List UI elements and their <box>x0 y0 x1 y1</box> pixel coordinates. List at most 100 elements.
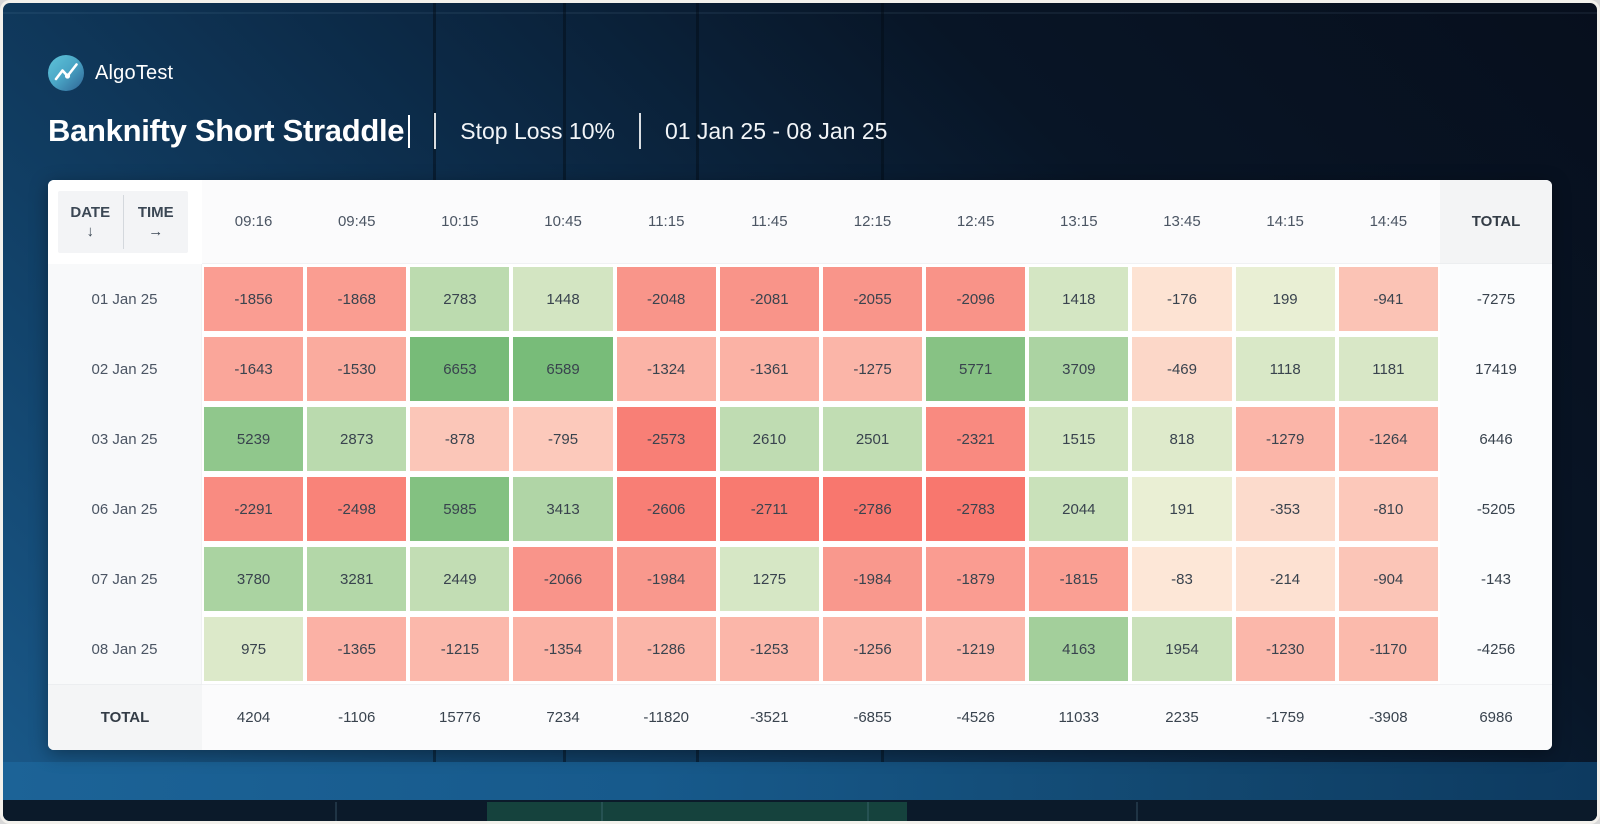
pnl-cell[interactable]: -469 <box>1130 334 1234 404</box>
pnl-cell[interactable]: -1530 <box>305 334 409 404</box>
pnl-cell[interactable]: -1170 <box>1336 614 1440 684</box>
time-column-header: 14:15 <box>1233 180 1337 264</box>
pnl-cell[interactable]: -810 <box>1336 474 1440 544</box>
pnl-cell[interactable]: -2786 <box>820 474 925 544</box>
time-column-header: 12:15 <box>820 180 925 264</box>
pnl-cell[interactable]: -2291 <box>202 474 306 544</box>
pnl-cell[interactable]: -2573 <box>614 404 718 474</box>
time-arrow-icon: → <box>148 223 164 240</box>
pnl-cell[interactable]: -1219 <box>924 614 1028 684</box>
time-column-header: 09:16 <box>202 180 306 264</box>
pnl-cell[interactable]: -1253 <box>717 614 821 684</box>
pnl-cell[interactable]: 1954 <box>1130 614 1234 684</box>
table-row: 03 Jan 25 5239 2873 -878 -795 -2573 2610 2501 -2… <box>48 404 1552 474</box>
pnl-cell[interactable]: 3780 <box>202 544 306 614</box>
algotest-logo: AlgoTest <box>48 55 173 91</box>
pnl-cell[interactable]: 2044 <box>1027 474 1131 544</box>
column-total-cell: -3908 <box>1336 684 1440 750</box>
pnl-cell[interactable]: -1275 <box>820 334 925 404</box>
stop-loss-label: Stop Loss 10% <box>460 117 615 144</box>
time-column-header: 10:15 <box>408 180 512 264</box>
pnl-cell[interactable]: -2606 <box>614 474 718 544</box>
pnl-cell[interactable]: 1448 <box>511 264 615 334</box>
date-row-label: 06 Jan 25 <box>48 474 202 544</box>
pnl-cell[interactable]: -1361 <box>717 334 821 404</box>
pnl-cell[interactable]: 6653 <box>408 334 512 404</box>
pnl-cell[interactable]: -2096 <box>924 264 1028 334</box>
pnl-cell[interactable]: -1215 <box>408 614 512 684</box>
pnl-cell[interactable]: -353 <box>1233 474 1337 544</box>
column-total-cell: 2235 <box>1130 684 1234 750</box>
pnl-cell[interactable]: -2783 <box>924 474 1028 544</box>
pnl-cell[interactable]: -1984 <box>820 544 925 614</box>
pnl-cell[interactable]: 3709 <box>1027 334 1131 404</box>
pnl-cell[interactable]: -2498 <box>305 474 409 544</box>
pnl-cell[interactable]: -1643 <box>202 334 306 404</box>
time-label: TIME <box>137 204 174 221</box>
date-range-label: 01 Jan 25 - 08 Jan 25 <box>664 117 888 144</box>
row-total-cell: 6446 <box>1440 404 1552 474</box>
pnl-cell[interactable]: -176 <box>1130 264 1234 334</box>
pnl-cell[interactable]: 4163 <box>1027 614 1131 684</box>
grand-total-cell: 6986 <box>1440 684 1552 750</box>
pnl-cell[interactable]: 975 <box>202 614 306 684</box>
pnl-cell[interactable]: -1324 <box>614 334 718 404</box>
divider <box>434 113 437 149</box>
pnl-cell[interactable]: -2321 <box>924 404 1028 474</box>
corner-divider <box>122 195 124 249</box>
pnl-cell[interactable]: 2610 <box>717 404 821 474</box>
pnl-cell[interactable]: 818 <box>1130 404 1234 474</box>
pnl-cell[interactable]: -1856 <box>202 264 306 334</box>
pnl-cell[interactable]: 2449 <box>408 544 512 614</box>
pnl-cell[interactable]: -2711 <box>717 474 821 544</box>
pnl-cell[interactable]: -83 <box>1130 544 1234 614</box>
pnl-cell[interactable]: 2501 <box>820 404 925 474</box>
pnl-cell[interactable]: -878 <box>408 404 512 474</box>
pnl-cell[interactable]: -1815 <box>1027 544 1131 614</box>
row-total-cell: -5205 <box>1440 474 1552 544</box>
pnl-cell[interactable]: -214 <box>1233 544 1337 614</box>
date-row-label: 08 Jan 25 <box>48 614 202 684</box>
date-row-label: 07 Jan 25 <box>48 544 202 614</box>
pnl-cell[interactable]: 1118 <box>1233 334 1337 404</box>
pnl-cell[interactable]: -1984 <box>614 544 718 614</box>
table-row: 08 Jan 25 975 -1365 -1215 -1354 -1286 -1253 -12… <box>48 614 1552 684</box>
pnl-cell[interactable]: 1275 <box>717 544 821 614</box>
pnl-cell[interactable]: 5985 <box>408 474 512 544</box>
column-total-cell: -6855 <box>820 684 925 750</box>
pnl-cell[interactable]: 199 <box>1233 264 1337 334</box>
pnl-cell[interactable]: -1354 <box>511 614 615 684</box>
pnl-cell[interactable]: -1279 <box>1233 404 1337 474</box>
pnl-cell[interactable]: -1230 <box>1233 614 1337 684</box>
pnl-cell[interactable]: 1181 <box>1336 334 1440 404</box>
pnl-cell[interactable]: 2783 <box>408 264 512 334</box>
pnl-cell[interactable]: -2055 <box>820 264 925 334</box>
pnl-cell[interactable]: -1264 <box>1336 404 1440 474</box>
pnl-cell[interactable]: -2048 <box>614 264 718 334</box>
pnl-cell[interactable]: 5239 <box>202 404 306 474</box>
pnl-cell[interactable]: -795 <box>511 404 615 474</box>
pnl-cell[interactable]: -1256 <box>820 614 925 684</box>
pnl-cell[interactable]: -904 <box>1336 544 1440 614</box>
pnl-cell[interactable]: 3281 <box>305 544 409 614</box>
pnl-cell[interactable]: -1868 <box>305 264 409 334</box>
pnl-cell[interactable]: 5771 <box>924 334 1028 404</box>
pnl-cell[interactable]: 2873 <box>305 404 409 474</box>
pnl-cell[interactable]: 1418 <box>1027 264 1131 334</box>
algotest-logo-icon <box>48 55 84 91</box>
pnl-cell[interactable]: -1365 <box>305 614 409 684</box>
date-row-label: 02 Jan 25 <box>48 334 202 404</box>
pnl-cell[interactable]: -1286 <box>614 614 718 684</box>
total-row: TOTAL 4204 -1106 15776 7234 -11820 -3521 -6855-… <box>48 684 1552 750</box>
pnl-cell[interactable]: -2081 <box>717 264 821 334</box>
pnl-cell[interactable]: 191 <box>1130 474 1234 544</box>
strategy-title[interactable]: Banknifty Short Straddle <box>48 113 405 148</box>
pnl-cell[interactable]: 3413 <box>511 474 615 544</box>
pnl-cell[interactable]: -2066 <box>511 544 615 614</box>
pnl-cell[interactable]: 6589 <box>511 334 615 404</box>
pnl-cell[interactable]: -941 <box>1336 264 1440 334</box>
text-cursor <box>408 114 411 148</box>
pnl-cell[interactable]: 1515 <box>1027 404 1131 474</box>
pnl-cell[interactable]: -1879 <box>924 544 1028 614</box>
row-total-cell: -4256 <box>1440 614 1552 684</box>
